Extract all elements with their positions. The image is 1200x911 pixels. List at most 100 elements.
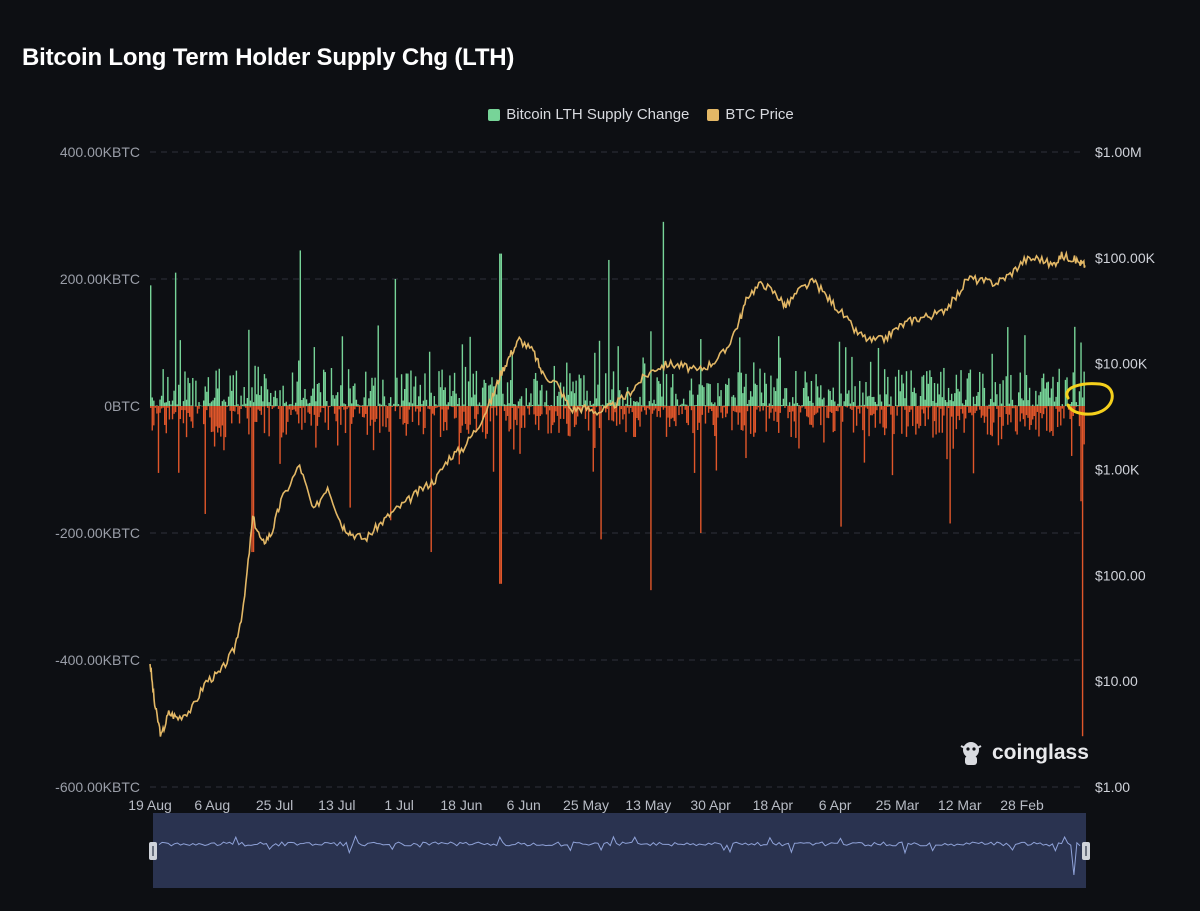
bar	[983, 387, 986, 406]
bar	[335, 406, 337, 422]
bar	[606, 406, 608, 409]
navigator-left-handle[interactable]	[149, 842, 157, 860]
bar	[996, 406, 998, 409]
bar	[458, 397, 460, 406]
bar	[827, 406, 830, 419]
bar	[1044, 388, 1046, 406]
bar	[439, 387, 442, 406]
bar	[681, 403, 683, 406]
legend-item-lth-supply[interactable]: Bitcoin LTH Supply Change	[488, 106, 689, 123]
bar	[388, 403, 390, 406]
bar	[860, 406, 863, 408]
bar	[779, 406, 781, 413]
bar	[310, 406, 312, 426]
bar	[965, 406, 967, 419]
legend-swatch-lth	[488, 108, 501, 121]
bar	[701, 385, 704, 406]
bar	[447, 402, 450, 406]
navigator-right-handle[interactable]	[1082, 842, 1090, 860]
bar	[734, 406, 736, 412]
bar	[662, 406, 665, 410]
right-tick-label: $1.00K	[1095, 462, 1140, 478]
bar	[224, 401, 227, 406]
bar	[318, 382, 320, 406]
bar	[952, 406, 954, 449]
bar	[547, 406, 549, 434]
bar	[1019, 406, 1021, 422]
bar	[332, 395, 334, 406]
bar	[550, 406, 552, 434]
bar	[1075, 402, 1078, 406]
bar	[608, 406, 610, 421]
bar	[354, 383, 356, 406]
bar	[982, 406, 984, 416]
bar	[832, 387, 834, 406]
bar	[919, 406, 922, 426]
bar	[569, 373, 571, 406]
bar	[559, 406, 562, 419]
bar	[174, 406, 177, 413]
bar	[672, 374, 674, 406]
bar	[245, 403, 247, 406]
bar	[232, 375, 234, 406]
bar	[365, 406, 367, 414]
bar	[974, 404, 976, 406]
bar	[692, 406, 694, 434]
bar	[1047, 381, 1050, 406]
bar	[202, 406, 205, 425]
bar	[580, 406, 582, 411]
bar	[728, 378, 730, 406]
bar	[626, 387, 629, 406]
range-navigator[interactable]	[153, 813, 1086, 888]
bar	[852, 406, 855, 433]
bar	[1027, 406, 1029, 418]
bar	[173, 390, 175, 406]
bar	[538, 404, 540, 406]
bar	[880, 406, 883, 410]
bar	[732, 406, 735, 411]
bar	[888, 406, 891, 407]
bar	[611, 389, 613, 406]
bar	[1070, 406, 1073, 456]
bar	[887, 406, 889, 407]
bar	[849, 403, 852, 406]
bar	[802, 388, 805, 406]
bar	[1039, 391, 1042, 406]
bar	[625, 403, 627, 406]
bar	[478, 402, 481, 406]
bar	[302, 406, 305, 408]
bar	[495, 394, 498, 406]
bar	[874, 406, 877, 428]
bar	[723, 406, 725, 408]
bar	[171, 400, 174, 406]
bar	[217, 406, 219, 433]
bar	[947, 387, 950, 406]
bar	[1038, 395, 1040, 406]
bar	[879, 406, 881, 424]
bar	[1005, 406, 1007, 415]
bar	[446, 404, 448, 406]
bar	[516, 406, 518, 426]
bar	[538, 406, 540, 431]
price-line	[149, 250, 1086, 737]
bar	[871, 406, 873, 416]
bar	[385, 405, 387, 406]
bar	[871, 397, 873, 406]
bar	[955, 406, 958, 430]
bar	[424, 406, 426, 429]
bar	[461, 406, 464, 426]
bar	[807, 406, 810, 418]
bar	[215, 406, 217, 427]
bar	[235, 406, 238, 407]
bar	[404, 406, 406, 423]
bar	[469, 336, 471, 406]
bar	[252, 402, 255, 406]
bar	[682, 398, 685, 406]
bar	[164, 406, 166, 425]
bar	[570, 391, 573, 406]
bar	[672, 406, 674, 418]
bar	[555, 406, 557, 412]
bar	[681, 406, 683, 415]
legend-item-btc-price[interactable]: BTC Price	[707, 106, 794, 123]
